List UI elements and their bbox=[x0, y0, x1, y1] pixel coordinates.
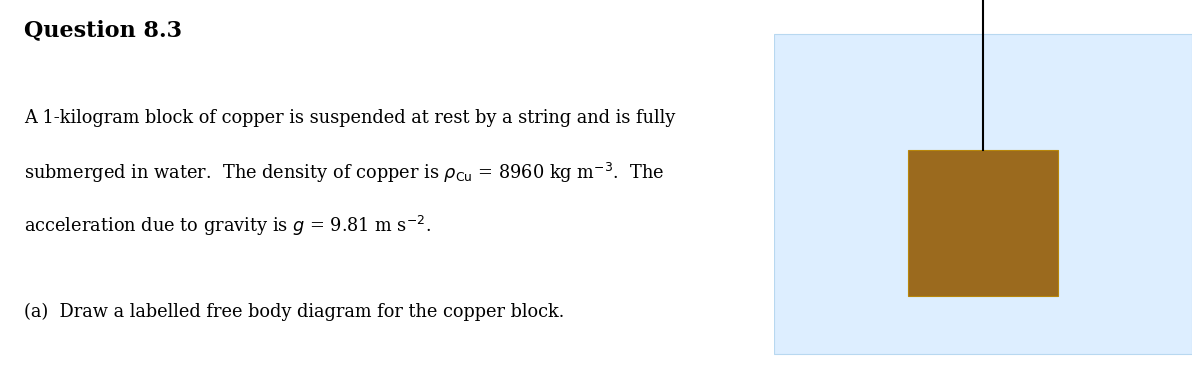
Bar bbox=[774, 33, 1192, 355]
Text: A 1-kilogram block of copper is suspended at rest by a string and is fully: A 1-kilogram block of copper is suspende… bbox=[24, 109, 676, 126]
Text: (a)  Draw a labelled free body diagram for the copper block.: (a) Draw a labelled free body diagram fo… bbox=[24, 303, 564, 321]
Text: Question 8.3: Question 8.3 bbox=[24, 19, 182, 42]
Text: acceleration due to gravity is $g$ = 9.81 m s$^{-2}$.: acceleration due to gravity is $g$ = 9.8… bbox=[24, 213, 431, 237]
Bar bbox=[907, 150, 1058, 296]
Text: submerged in water.  The density of copper is $\rho_{\rm Cu}$ = 8960 kg m$^{-3}$: submerged in water. The density of coppe… bbox=[24, 161, 665, 185]
